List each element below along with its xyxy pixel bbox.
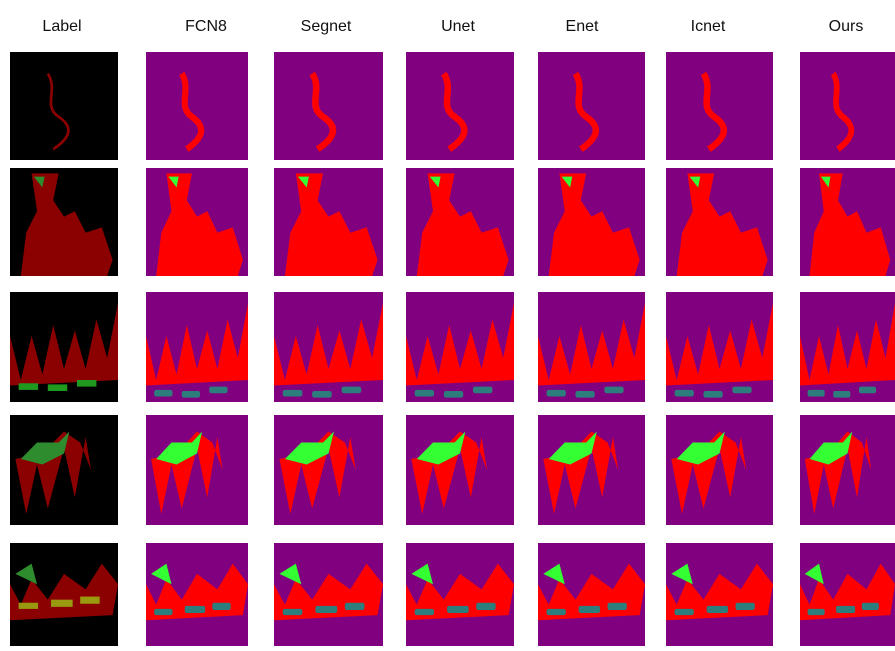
segment-region (547, 609, 566, 615)
segmentation-tile (800, 292, 895, 402)
segmentation-tile (406, 415, 514, 525)
tile-background (10, 52, 118, 160)
segment-region (808, 390, 825, 397)
segmentation-tile (800, 415, 895, 525)
segmentation-tile (538, 52, 645, 160)
column-header: Enet (566, 18, 599, 35)
segment-region (185, 606, 205, 613)
segment-region (154, 390, 172, 397)
segmentation-tile (538, 415, 645, 525)
column-header: Ours (829, 18, 864, 35)
segmentation-tile (538, 292, 645, 402)
segmentation-tile (666, 52, 773, 160)
segment-region (575, 391, 594, 398)
segment-region (77, 380, 96, 387)
segment-region (342, 387, 362, 394)
segmentation-tile (666, 543, 773, 646)
segment-region (182, 391, 200, 398)
segmentation-tile (10, 52, 118, 160)
segment-region (732, 387, 751, 394)
segment-region (547, 390, 566, 397)
segment-region (415, 390, 434, 397)
segmentation-tile (10, 415, 118, 525)
segmentation-tile (274, 415, 383, 525)
segment-region (154, 609, 172, 615)
segmentation-tile (538, 168, 645, 276)
column-header: Unet (441, 18, 475, 35)
segment-region (703, 391, 722, 398)
segment-region (473, 387, 492, 394)
segmentation-tile (274, 52, 383, 160)
segmentation-tile (666, 292, 773, 402)
segment-region (345, 603, 365, 610)
segmentation-tile (666, 168, 773, 276)
segmentation-tile (146, 168, 248, 276)
segment-region (447, 606, 469, 613)
segmentation-tile (274, 543, 383, 646)
segment-region (675, 390, 694, 397)
segment-region (675, 609, 694, 615)
segment-region (283, 390, 303, 397)
segment-region (736, 603, 755, 610)
segment-region (862, 603, 879, 610)
segment-region (48, 384, 67, 391)
segment-region (836, 606, 855, 613)
segmentation-tile (10, 292, 118, 402)
segment-region (315, 606, 337, 613)
segmentation-tile (666, 415, 773, 525)
column-header: FCN8 (185, 18, 227, 35)
segment-region (283, 609, 303, 615)
segment-region (212, 603, 230, 610)
segment-region (859, 387, 876, 394)
segmentation-tile (10, 543, 118, 646)
segmentation-tile (406, 52, 514, 160)
segmentation-tile (800, 168, 895, 276)
segmentation-tile (146, 543, 248, 646)
segment-region (51, 600, 73, 607)
figure: Label FCN8 Segnet Unet Enet Icnet Ours (0, 0, 895, 646)
segment-region (833, 391, 850, 398)
column-header: Segnet (301, 18, 352, 35)
segmentation-tile (800, 52, 895, 160)
segment-region (312, 391, 332, 398)
tile-grid (10, 52, 895, 646)
segment-region (19, 603, 38, 609)
segmentation-tile (274, 168, 383, 276)
segment-region (604, 387, 623, 394)
segment-region (415, 609, 434, 615)
segmentation-tile (146, 52, 248, 160)
column-header: Icnet (691, 18, 726, 35)
segmentation-tile (406, 168, 514, 276)
segmentation-tile (800, 543, 895, 646)
segmentation-tile (406, 543, 514, 646)
segment-region (608, 603, 627, 610)
segmentation-tile (538, 543, 645, 646)
segmentation-tile (274, 292, 383, 402)
segment-region (707, 606, 728, 613)
segment-region (476, 603, 495, 610)
segmentation-tile (146, 292, 248, 402)
column-headers: Label FCN8 Segnet Unet Enet Icnet Ours (42, 18, 863, 35)
segmentation-tile (406, 292, 514, 402)
segment-region (209, 387, 227, 394)
segment-region (444, 391, 463, 398)
segment-region (808, 609, 825, 615)
segment-region (19, 383, 38, 390)
segment-region (80, 597, 99, 604)
segment-region (579, 606, 600, 613)
segmentation-tile (146, 415, 248, 525)
segmentation-tile (10, 168, 118, 276)
column-header: Label (42, 18, 81, 35)
